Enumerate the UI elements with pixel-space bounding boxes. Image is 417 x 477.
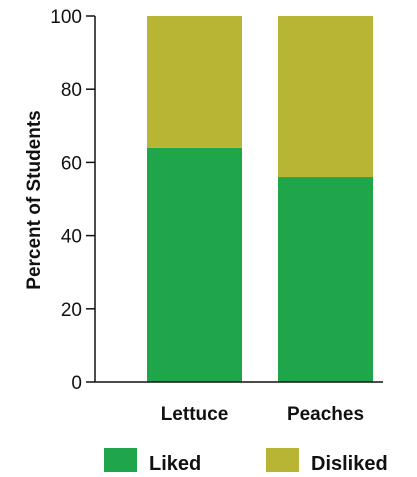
bar-lettuce-liked <box>147 148 242 382</box>
y-tick-label: 0 <box>71 373 82 394</box>
legend: Liked Disliked <box>104 448 388 475</box>
bar-peaches-liked <box>278 177 373 382</box>
bar-peaches-disliked <box>278 16 373 177</box>
legend-label-liked: Liked <box>149 453 201 475</box>
y-tick-label: 40 <box>61 227 82 248</box>
y-tick-label: 80 <box>61 80 82 101</box>
x-tick-label: Lettuce <box>161 404 229 425</box>
bar-lettuce-disliked <box>147 16 242 148</box>
x-axis: Lettuce Peaches <box>95 382 383 425</box>
x-tick-label: Peaches <box>287 404 364 425</box>
y-tick-label: 20 <box>61 300 82 321</box>
y-axis-label: Percent of Students <box>24 110 45 289</box>
bars <box>147 16 373 382</box>
legend-label-disliked: Disliked <box>311 453 388 475</box>
legend-swatch-disliked <box>266 448 299 472</box>
y-axis: 0 20 40 60 80 100 <box>50 7 95 394</box>
y-tick-label: 100 <box>50 7 82 28</box>
y-tick-label: 60 <box>61 153 82 174</box>
legend-swatch-liked <box>104 448 137 472</box>
